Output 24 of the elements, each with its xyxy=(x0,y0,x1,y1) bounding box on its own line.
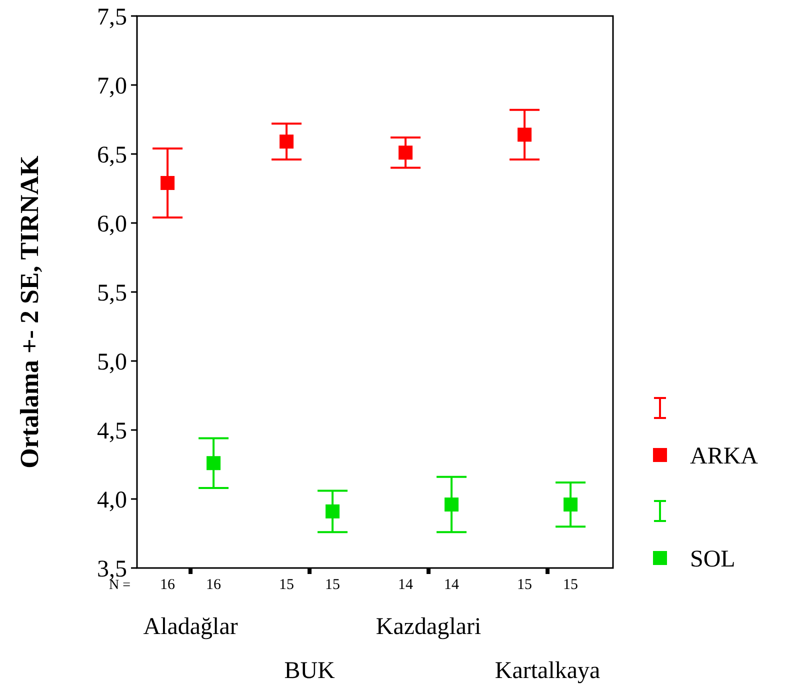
y-tick-label: 5,5 xyxy=(97,280,127,306)
text: 15 xyxy=(325,577,340,593)
text: 16 xyxy=(160,577,176,593)
x-tick-label: Kazdaglari xyxy=(376,614,482,640)
y-tick-label: 6,0 xyxy=(97,211,127,238)
text: 16 xyxy=(206,577,222,593)
x-tick-label: BUK xyxy=(284,658,336,684)
y-tick-label: 7,5 xyxy=(97,4,127,30)
text: 15 xyxy=(517,577,532,593)
x-tick-label: Kartalkaya xyxy=(494,658,601,684)
text: 15 xyxy=(279,577,294,593)
text: 15 xyxy=(563,577,578,593)
y-axis-title: Ortalama +- 2 SE, TIRNAK xyxy=(15,154,44,468)
x-tick-label: Aladağlar xyxy=(143,614,238,640)
y-tick-label: 4,0 xyxy=(97,487,127,514)
legend-label: ARKA xyxy=(690,443,759,470)
text: 14 xyxy=(444,577,460,593)
y-tick-label: 5,0 xyxy=(97,349,127,376)
y-tick-label: 6,5 xyxy=(97,142,127,168)
y-tick-label: 7,0 xyxy=(97,73,127,100)
y-tick-label: 4,5 xyxy=(97,418,127,444)
text: 14 xyxy=(398,577,414,593)
text: N = xyxy=(109,578,131,593)
legend-label: SOL xyxy=(690,546,736,572)
